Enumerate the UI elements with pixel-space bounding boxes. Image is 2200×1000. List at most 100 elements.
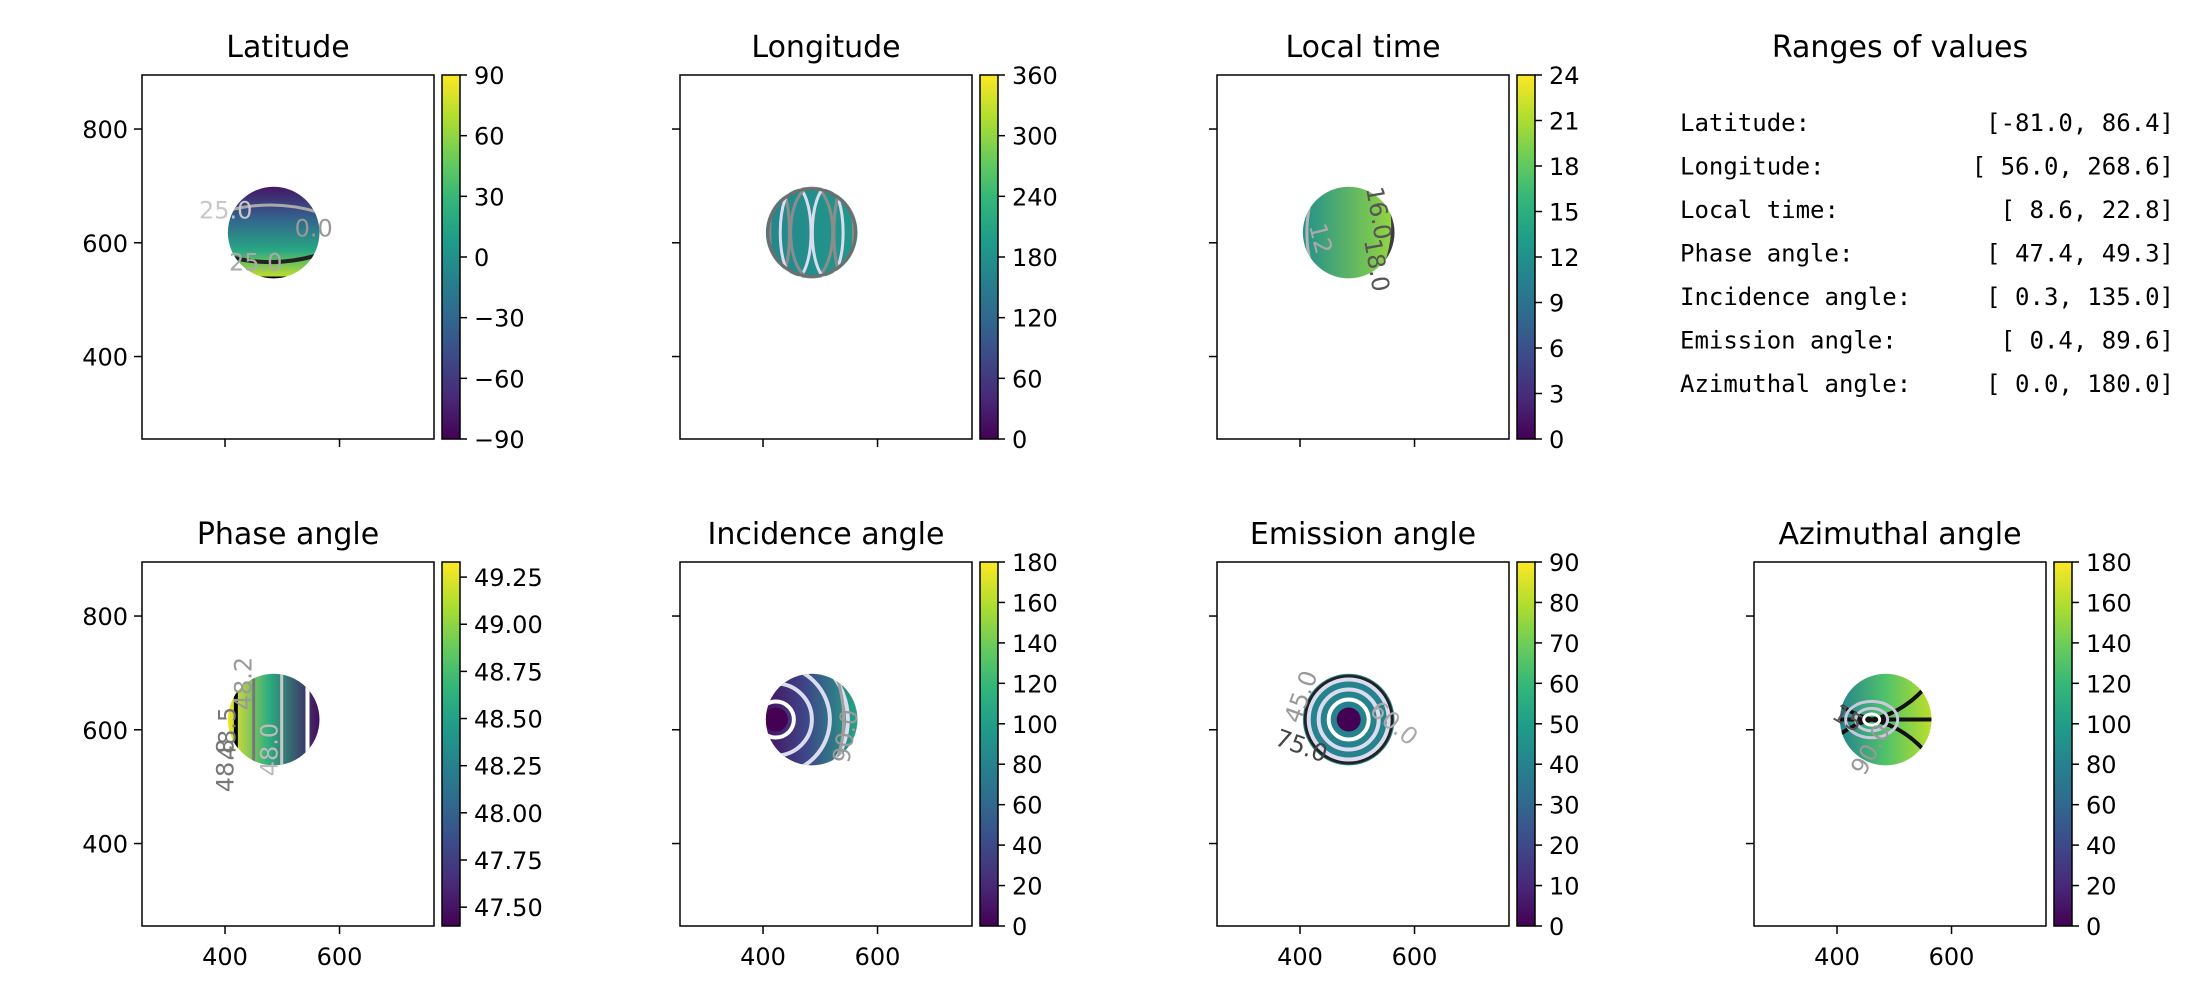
colorbar-tick-label: 0: [1012, 913, 1027, 941]
contour-line: [832, 186, 856, 279]
colorbar-tick-label: 100: [1012, 711, 1058, 739]
colorbar-tick-label: 60: [474, 123, 505, 151]
colorbar-tick-label: 100: [2086, 711, 2132, 739]
panel-title: Phase angle: [197, 517, 379, 552]
axes-frame: [1753, 561, 2047, 927]
colorbar-tick-label: 24: [1549, 62, 1580, 90]
panel-latitude: Latitude 25.0 0.0 25.0 400 600 800 90 60 30 0 −30 −6…: [82, 30, 524, 454]
contour-line: [1854, 706, 1890, 733]
colorbar-tick-label: 40: [2086, 832, 2117, 860]
colorbar-tick-label: 120: [1012, 305, 1058, 333]
panel-longitude: Longitude 360 300 240 180 120 60 0: [672, 30, 1058, 454]
range-label: Local time:: [1680, 196, 1839, 224]
range-label: Phase angle:: [1680, 240, 1853, 268]
x-tick-label: 600: [317, 943, 363, 971]
colorbar-tick-label: 80: [2086, 751, 2117, 779]
colorbar: [441, 561, 461, 927]
range-label: Incidence angle:: [1680, 283, 1911, 311]
x-tick-label: 600: [855, 943, 901, 971]
colorbar-tick-label: 9: [1549, 290, 1564, 318]
axes-frame: [679, 74, 973, 440]
axes-frame: [1216, 74, 1510, 440]
panel-title: Emission angle: [1250, 517, 1476, 552]
panel-title: Latitude: [226, 30, 349, 65]
range-value: [ 0.4, 89.6]: [2001, 327, 2174, 355]
contour-fill: [765, 707, 788, 732]
y-tick-label: 800: [82, 603, 128, 631]
colorbar-tick-label: 40: [1012, 832, 1043, 860]
y-tick-label: 400: [82, 831, 128, 859]
colorbar-tick-label: 180: [1012, 244, 1058, 272]
colorbar-tick-label: 0: [2086, 913, 2101, 941]
colorbar-tick-label: 20: [2086, 873, 2117, 901]
colorbar-tick-label: 10: [1549, 873, 1580, 901]
colorbar-tick-label: 120: [2086, 670, 2132, 698]
colorbar-tick-label: −90: [474, 426, 525, 454]
axes-frame: [1216, 561, 1510, 927]
range-label: Longitude:: [1680, 153, 1825, 181]
colorbar-tick-label: 18: [1549, 153, 1580, 181]
disk-image: [1302, 186, 1395, 279]
panel-ranges-of-values: Ranges of values Latitude: [-81.0, 86.4] Lo…: [1680, 30, 2174, 398]
colorbar-tick-label: 360: [1012, 62, 1058, 90]
colorbar-tick-label: 90: [474, 62, 505, 90]
contour-group: [766, 186, 857, 279]
x-tick-label: 400: [1277, 943, 1323, 971]
colorbar-tick-label: 90: [1549, 549, 1580, 577]
contour-line: [765, 673, 832, 766]
panel-title: Local time: [1285, 30, 1440, 65]
colorbar-tick-label: 49.25: [474, 564, 543, 592]
range-label: Azimuthal angle:: [1680, 370, 1911, 398]
contour-label: 48.8: [212, 739, 240, 792]
colorbar-tick-label: 60: [1012, 365, 1043, 393]
colorbar-tick-label: 15: [1549, 199, 1580, 227]
colorbar-tick-label: 40: [1549, 751, 1580, 779]
x-tick-label: 400: [202, 943, 248, 971]
y-tick-label: 600: [82, 230, 128, 258]
panel-title: Azimuthal angle: [1778, 517, 2021, 552]
y-tick-label: 600: [82, 717, 128, 745]
contour-label: 25.0: [229, 249, 282, 277]
colorbar-tick-label: 140: [2086, 630, 2132, 658]
colorbar-tick-label: 48.50: [474, 706, 543, 734]
colorbar-tick-label: 60: [1012, 792, 1043, 820]
colorbar: [1516, 561, 1536, 927]
colorbar: [1516, 74, 1536, 440]
colorbar-tick-label: 0: [1012, 426, 1027, 454]
range-value: [ 0.0, 180.0]: [1986, 370, 2174, 398]
contour-line: [765, 673, 850, 766]
x-tick-label: 600: [1929, 943, 1975, 971]
range-value: [ 47.4, 49.3]: [1986, 240, 2174, 268]
y-tick-label: 800: [82, 116, 128, 144]
colorbar-tick-label: 50: [1549, 711, 1580, 739]
panel-title: Longitude: [751, 30, 900, 65]
contour-label: 48.0: [256, 723, 284, 776]
contour-label: 0.0: [295, 215, 333, 243]
colorbar-tick-label: 70: [1549, 630, 1580, 658]
colorbar-tick-label: 30: [1549, 792, 1580, 820]
colorbar-tick-label: 80: [1012, 751, 1043, 779]
contour-label: 48.5: [214, 707, 242, 760]
colorbar-tick-label: −30: [474, 305, 525, 333]
colorbar-tick-label: 300: [1012, 123, 1058, 151]
colorbar-tick-label: 120: [1012, 670, 1058, 698]
panel-phase-angle: Phase angle 48.548.2 48.0 48.8 400 600 400 600 8…: [82, 517, 543, 971]
colorbar-tick-label: 0: [1549, 913, 1564, 941]
contour-line: [765, 699, 796, 740]
colorbar-tick-label: 48.75: [474, 658, 543, 686]
range-value: [ 8.6, 22.8]: [2001, 196, 2174, 224]
colorbar: [979, 74, 999, 440]
colorbar-tick-label: 30: [474, 183, 505, 211]
contour-line: [834, 673, 846, 766]
contour-line: [1306, 677, 1391, 762]
colorbar-tick-label: 49.00: [474, 611, 543, 639]
range-value: [-81.0, 86.4]: [1986, 109, 2174, 137]
x-tick-label: 400: [740, 943, 786, 971]
contour-line: [1862, 712, 1882, 727]
colorbar-tick-label: 180: [2086, 549, 2132, 577]
colorbar-tick-label: 80: [1549, 589, 1580, 617]
colorbar-tick-label: 160: [2086, 589, 2132, 617]
